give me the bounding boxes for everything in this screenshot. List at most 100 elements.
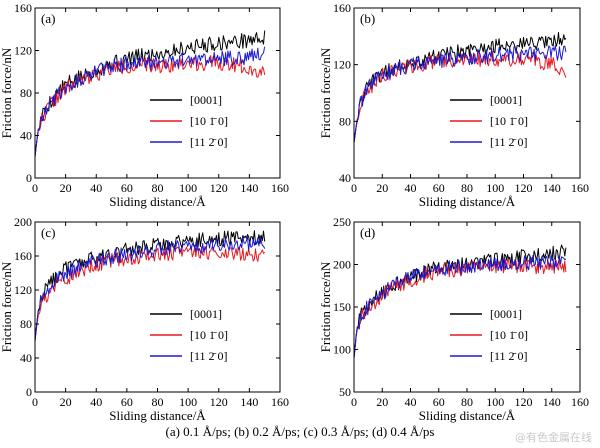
x-axis-title: Sliding distance/Å xyxy=(419,194,516,209)
x-tick-label: 0 xyxy=(32,181,38,195)
legend-label: [0001] xyxy=(490,307,522,321)
series-line-1 xyxy=(353,258,567,359)
x-tick-label: 100 xyxy=(179,395,197,409)
legend-label: [0001] xyxy=(190,307,222,321)
y-tick-label: 80 xyxy=(20,317,32,331)
series-line-2 xyxy=(353,253,567,359)
chart-panel-d: 0 20 40 60 80 100 120 140 160 50 100 150 200 250 Slidi… xyxy=(318,215,589,423)
x-tick-label: 60 xyxy=(121,181,133,195)
x-tick-label: 60 xyxy=(433,181,445,195)
x-tick-label: 20 xyxy=(60,181,72,195)
x-tick-label: 100 xyxy=(486,181,504,195)
x-tick-label: 140 xyxy=(240,395,258,409)
x-axis-title: Sliding distance/Å xyxy=(419,408,516,423)
chart-panel-b: 0 20 40 60 80 100 120 140 160 40 80 120 160 Sliding d… xyxy=(318,1,589,209)
panel-label: (d) xyxy=(360,225,375,240)
plot-frame xyxy=(353,7,581,179)
watermark: @有色金属在线 xyxy=(515,431,592,444)
x-tick-label: 0 xyxy=(351,181,357,195)
legend-label: [11 2̄ 0] xyxy=(490,349,528,363)
series-line-0 xyxy=(34,30,266,157)
legend-label: [11 2̄ 0] xyxy=(490,135,528,149)
y-tick-label: 160 xyxy=(14,249,32,263)
y-tick-label: 80 xyxy=(20,86,32,100)
x-tick-label: 140 xyxy=(543,395,561,409)
y-axis-title: Friction force/nN xyxy=(318,47,333,138)
x-tick-label: 40 xyxy=(90,181,102,195)
y-tick-label: 50 xyxy=(339,385,351,399)
x-tick-label: 100 xyxy=(179,181,197,195)
y-axis-title: Friction force/nN xyxy=(0,261,14,352)
legend-label: [10 1̄ 0] xyxy=(190,114,228,128)
legend-label: [11 2̄ 0] xyxy=(190,349,228,363)
x-tick-label: 60 xyxy=(121,395,133,409)
y-axis-title: Friction force/nN xyxy=(318,261,333,352)
x-axis-title: Sliding distance/Å xyxy=(109,408,206,423)
y-tick-label: 120 xyxy=(333,58,351,72)
x-tick-label: 100 xyxy=(486,395,504,409)
x-tick-label: 160 xyxy=(271,181,289,195)
series-line-0 xyxy=(34,230,266,342)
series-line-2 xyxy=(34,46,266,157)
x-tick-label: 40 xyxy=(405,181,417,195)
x-tick-label: 120 xyxy=(515,181,533,195)
x-tick-label: 120 xyxy=(515,395,533,409)
panel-label: (a) xyxy=(41,11,55,26)
plot-frame xyxy=(353,221,581,393)
legend-label: [10 1̄ 0] xyxy=(190,328,228,342)
panel-label: (b) xyxy=(360,11,375,26)
series-line-2 xyxy=(353,45,567,143)
x-axis-title: Sliding distance/Å xyxy=(109,194,206,209)
x-tick-label: 120 xyxy=(210,181,228,195)
y-tick-label: 0 xyxy=(26,385,32,399)
y-tick-label: 160 xyxy=(14,1,32,15)
legend-label: [0001] xyxy=(490,93,522,107)
x-tick-label: 0 xyxy=(32,395,38,409)
panel-label: (c) xyxy=(41,225,55,240)
y-tick-label: 120 xyxy=(14,44,32,58)
y-tick-label: 120 xyxy=(14,283,32,297)
y-tick-label: 40 xyxy=(20,351,32,365)
legend-label: [10 1̄ 0] xyxy=(490,114,528,128)
y-tick-label: 40 xyxy=(339,171,351,185)
plot-frame xyxy=(34,221,281,393)
chart-panel-a: 0 20 40 60 80 100 120 140 160 0 40 80 120 160 Sliding … xyxy=(0,1,289,209)
plot-frame xyxy=(34,7,281,179)
x-tick-label: 20 xyxy=(376,181,388,195)
x-tick-label: 160 xyxy=(571,181,589,195)
chart-panel-c: 0 20 40 60 80 100 120 140 160 0 40 80 120 160 200 Slidi… xyxy=(0,215,289,423)
y-tick-label: 200 xyxy=(14,215,32,229)
x-tick-label: 20 xyxy=(60,395,72,409)
x-tick-label: 40 xyxy=(90,395,102,409)
legend-label: [0001] xyxy=(190,93,222,107)
y-axis-title: Friction force/nN xyxy=(0,47,14,138)
x-tick-label: 120 xyxy=(210,395,228,409)
x-tick-label: 80 xyxy=(152,181,164,195)
x-tick-label: 60 xyxy=(433,395,445,409)
x-tick-label: 140 xyxy=(543,181,561,195)
x-tick-label: 160 xyxy=(571,395,589,409)
series-line-1 xyxy=(34,55,266,157)
x-tick-label: 140 xyxy=(240,181,258,195)
x-tick-label: 160 xyxy=(271,395,289,409)
figure-caption: (a) 0.1 Å/ps; (b) 0.2 Å/ps; (c) 0.3 Å/ps… xyxy=(165,424,435,439)
x-tick-label: 20 xyxy=(376,395,388,409)
legend-label: [11 2̄ 0] xyxy=(190,135,228,149)
y-tick-label: 200 xyxy=(333,258,351,272)
legend-label: [10 1̄ 0] xyxy=(490,328,528,342)
x-tick-label: 80 xyxy=(152,395,164,409)
y-tick-label: 100 xyxy=(333,343,351,357)
y-tick-label: 150 xyxy=(333,300,351,314)
x-tick-label: 80 xyxy=(461,181,473,195)
y-tick-label: 160 xyxy=(333,1,351,15)
y-tick-label: 40 xyxy=(20,129,32,143)
series-line-2 xyxy=(34,235,266,342)
y-tick-label: 0 xyxy=(26,171,32,185)
x-tick-label: 80 xyxy=(461,395,473,409)
y-tick-label: 250 xyxy=(333,215,351,229)
y-tick-label: 80 xyxy=(339,114,351,128)
x-tick-label: 0 xyxy=(351,395,357,409)
series-line-1 xyxy=(34,245,265,342)
x-tick-label: 40 xyxy=(405,395,417,409)
